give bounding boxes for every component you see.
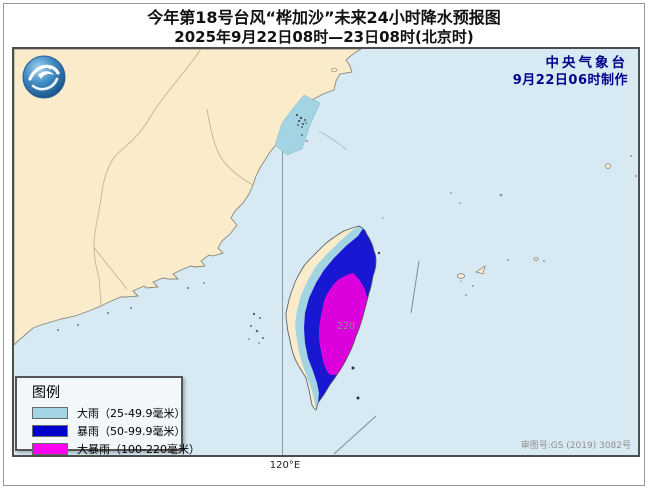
- sea-boundary-line: [318, 130, 348, 151]
- agency-name: 中央气象台: [545, 55, 628, 71]
- coastal-islets: [57, 282, 205, 331]
- province-boundary: [93, 49, 202, 307]
- legend-swatch-severe-rainstorm: [32, 443, 68, 455]
- title-line-2: 2025年9月22日08时—23日08时(北京时): [174, 28, 474, 46]
- rain-area-severe: [319, 273, 368, 375]
- legend-box: 图例 大雨（25-49.9毫米） 暴雨（50-99.9毫米） 大暴雨（100-2…: [15, 376, 200, 455]
- cma-logo-icon: [22, 55, 66, 99]
- province-boundary: [206, 108, 254, 186]
- taiwan-outline: [285, 225, 377, 411]
- forecast-map: 220 审图号:GS (2019) 3082号 中央气象台 9月22日06时制作…: [12, 47, 640, 457]
- island-cluster: [295, 113, 308, 142]
- agency-credit: 中央气象台 9月22日06时制作: [513, 55, 628, 89]
- max-rainfall-label: 220: [337, 321, 355, 332]
- small-island: [377, 251, 381, 255]
- legend-row-heavy-rain: 大雨（25-49.9毫米）: [17, 404, 185, 422]
- legend-label-severe-rainstorm: 大暴雨（100-220毫米）: [77, 443, 200, 456]
- small-island: [331, 67, 337, 73]
- title-line-1: 今年第18号台风“桦加沙”未来24小时降水预报图: [147, 8, 501, 27]
- boundary-dash-segment: [333, 415, 377, 455]
- ryukyu-islands: [457, 155, 637, 296]
- penghu-islands: [248, 312, 264, 344]
- province-boundary: [93, 246, 128, 290]
- legend-swatch-rainstorm: [32, 425, 68, 437]
- page-frame: 今年第18号台风“桦加沙”未来24小时降水预报图 2025年9月22日08时—2…: [3, 3, 645, 486]
- legend-title: 图例: [32, 385, 60, 401]
- page-title: 今年第18号台风“桦加沙”未来24小时降水预报图 2025年9月22日08时—2…: [4, 8, 644, 47]
- green-island: [351, 366, 355, 370]
- legend-row-rainstorm: 暴雨（50-99.9毫米）: [17, 422, 185, 440]
- legend-label-heavy-rain: 大雨（25-49.9毫米）: [77, 407, 186, 420]
- legend-swatch-heavy-rain: [32, 407, 68, 419]
- meridian-120e-label: 120°E: [269, 460, 301, 471]
- orchid-island: [356, 396, 360, 400]
- legend-label-rainstorm: 暴雨（50-99.9毫米）: [77, 425, 186, 438]
- map-approval-number: 审图号:GS (2019) 3082号: [521, 439, 631, 451]
- sea-islets: [382, 192, 503, 219]
- agency-issue-time: 9月22日06时制作: [512, 73, 628, 88]
- legend-row-severe-rainstorm: 大暴雨（100-220毫米）: [17, 440, 200, 455]
- boundary-dash-segment: [410, 260, 420, 314]
